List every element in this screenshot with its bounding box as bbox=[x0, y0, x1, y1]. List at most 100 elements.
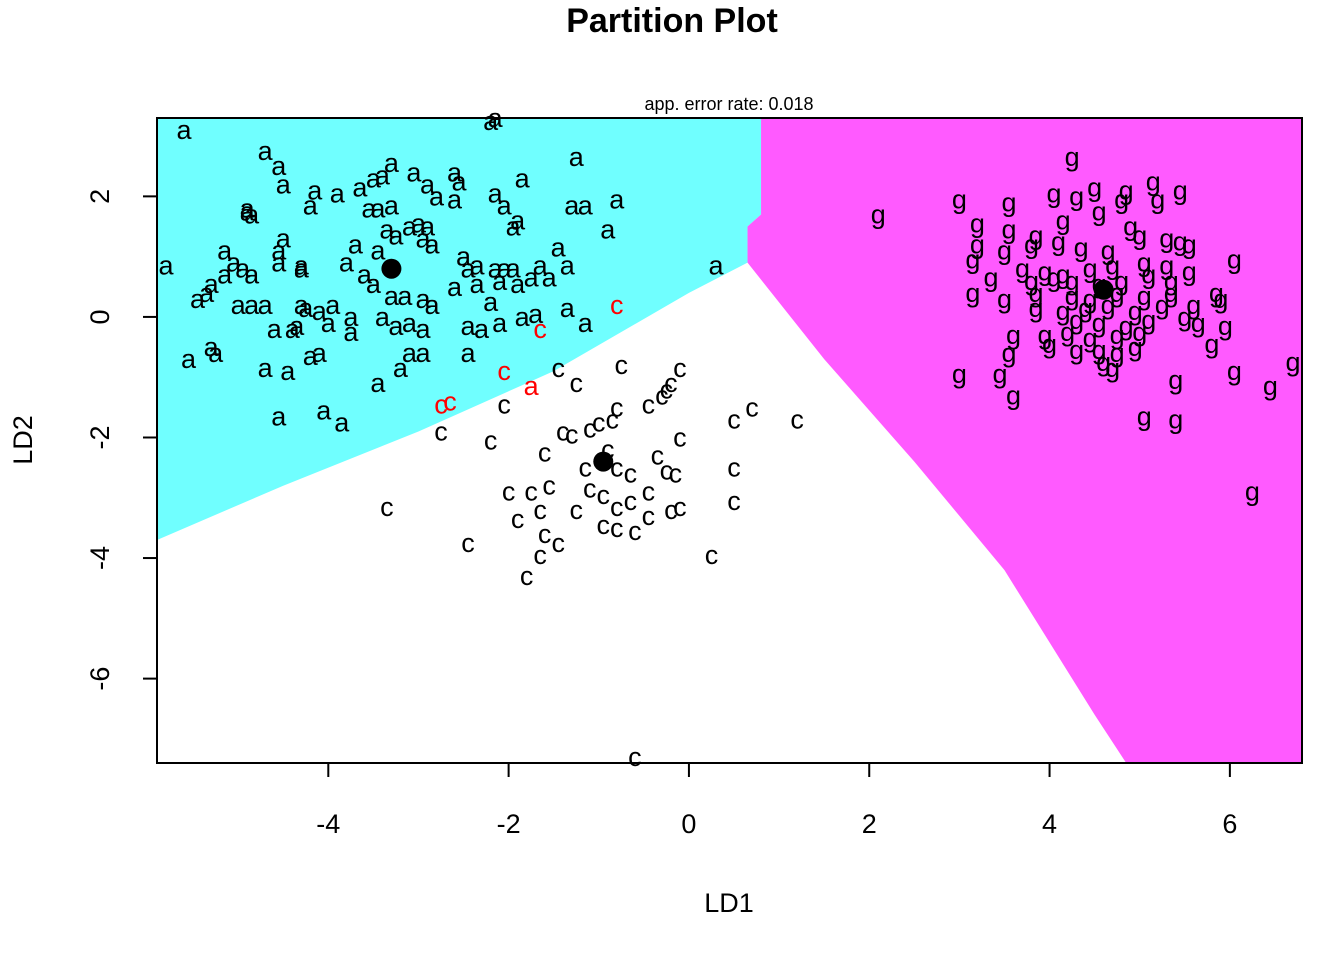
point-a: a bbox=[370, 193, 386, 223]
point-a: a bbox=[235, 254, 251, 284]
point-g: g bbox=[1263, 371, 1278, 401]
point-c: c bbox=[551, 528, 565, 558]
point-g: g bbox=[1182, 257, 1197, 287]
point-c: c bbox=[380, 492, 394, 522]
point-a: a bbox=[388, 221, 404, 251]
point-g: g bbox=[1245, 477, 1260, 507]
point-c: c bbox=[624, 486, 638, 516]
point-a: a bbox=[578, 190, 594, 220]
point-a: a bbox=[415, 314, 431, 344]
point-c: c bbox=[610, 492, 624, 522]
point-c: c bbox=[651, 441, 665, 471]
point-a: a bbox=[330, 178, 346, 208]
point-g: g bbox=[1159, 224, 1174, 254]
point-c: c bbox=[556, 416, 570, 446]
point-a: a bbox=[303, 341, 319, 371]
misclassified-point: a bbox=[524, 371, 540, 401]
point-g: g bbox=[992, 359, 1007, 389]
point-a: a bbox=[258, 290, 274, 320]
y-axis: -6 -4 -2 0 2 bbox=[85, 189, 158, 691]
misclassified-point: c bbox=[434, 389, 448, 419]
point-a: a bbox=[321, 308, 337, 338]
point-g: g bbox=[1047, 178, 1062, 208]
centroid-a bbox=[381, 258, 402, 279]
point-a: a bbox=[497, 190, 513, 220]
y-axis-label: LD2 bbox=[8, 415, 38, 465]
point-g: g bbox=[952, 184, 967, 214]
point-a: a bbox=[569, 142, 585, 172]
point-c: c bbox=[664, 368, 678, 398]
point-g: g bbox=[1092, 196, 1107, 226]
point-a: a bbox=[447, 184, 463, 214]
x-tick-label: -4 bbox=[316, 809, 340, 839]
y-tick-label: -4 bbox=[85, 546, 115, 570]
point-g: g bbox=[1110, 320, 1125, 350]
point-a: a bbox=[217, 260, 233, 290]
point-g: g bbox=[1078, 293, 1093, 323]
point-a: a bbox=[461, 254, 477, 284]
point-a: a bbox=[280, 356, 296, 386]
x-tick-label: 6 bbox=[1222, 809, 1237, 839]
class-centroids bbox=[381, 258, 1114, 472]
point-a: a bbox=[474, 314, 490, 344]
point-g: g bbox=[1069, 181, 1084, 211]
point-c: c bbox=[628, 516, 642, 546]
point-c: c bbox=[533, 495, 547, 525]
point-c: c bbox=[524, 477, 538, 507]
point-a: a bbox=[420, 212, 436, 242]
point-a: a bbox=[244, 260, 260, 290]
point-c: c bbox=[569, 368, 583, 398]
point-g: g bbox=[1110, 278, 1125, 308]
point-a: a bbox=[379, 215, 395, 245]
point-g: g bbox=[1029, 278, 1044, 308]
point-g: g bbox=[1015, 254, 1030, 284]
point-g: g bbox=[1137, 401, 1152, 431]
point-c: c bbox=[520, 561, 534, 591]
point-g: g bbox=[1060, 317, 1075, 347]
point-a: a bbox=[348, 230, 364, 260]
point-a: a bbox=[366, 269, 382, 299]
point-a: a bbox=[307, 175, 323, 205]
point-c: c bbox=[583, 474, 597, 504]
point-g: g bbox=[1128, 296, 1143, 326]
point-a: a bbox=[343, 302, 359, 332]
point-g: g bbox=[1029, 293, 1044, 323]
point-a: a bbox=[343, 317, 359, 347]
point-g: g bbox=[1164, 278, 1179, 308]
point-g: g bbox=[970, 208, 985, 238]
point-g: g bbox=[1119, 175, 1134, 205]
point-g: g bbox=[1177, 302, 1192, 332]
point-c: c bbox=[624, 459, 638, 489]
point-g: g bbox=[1141, 260, 1156, 290]
misclassified-point: c bbox=[533, 314, 547, 344]
point-c: c bbox=[642, 477, 656, 507]
point-g: g bbox=[1065, 266, 1080, 296]
point-g: g bbox=[1001, 338, 1016, 368]
point-a: a bbox=[415, 224, 431, 254]
point-a: a bbox=[312, 338, 328, 368]
point-g: g bbox=[1173, 175, 1188, 205]
point-g: g bbox=[1110, 338, 1125, 368]
centroid-g bbox=[1093, 279, 1114, 300]
point-c: c bbox=[610, 513, 624, 543]
point-a: a bbox=[492, 308, 508, 338]
partition-regions bbox=[157, 118, 1302, 763]
point-a: a bbox=[515, 163, 531, 193]
point-a: a bbox=[447, 272, 463, 302]
point-c: c bbox=[727, 404, 741, 434]
point-a: a bbox=[204, 332, 220, 362]
x-tick-label: 4 bbox=[1042, 809, 1057, 839]
point-a: a bbox=[406, 157, 422, 187]
point-a: a bbox=[294, 290, 310, 320]
point-g: g bbox=[1051, 227, 1066, 257]
point-a: a bbox=[393, 353, 409, 383]
point-a: a bbox=[515, 302, 531, 332]
point-g: g bbox=[1065, 281, 1080, 311]
point-g: g bbox=[1069, 335, 1084, 365]
point-a: a bbox=[276, 224, 292, 254]
point-a: a bbox=[199, 278, 215, 308]
point-a: a bbox=[271, 401, 287, 431]
point-c: c bbox=[705, 540, 719, 570]
